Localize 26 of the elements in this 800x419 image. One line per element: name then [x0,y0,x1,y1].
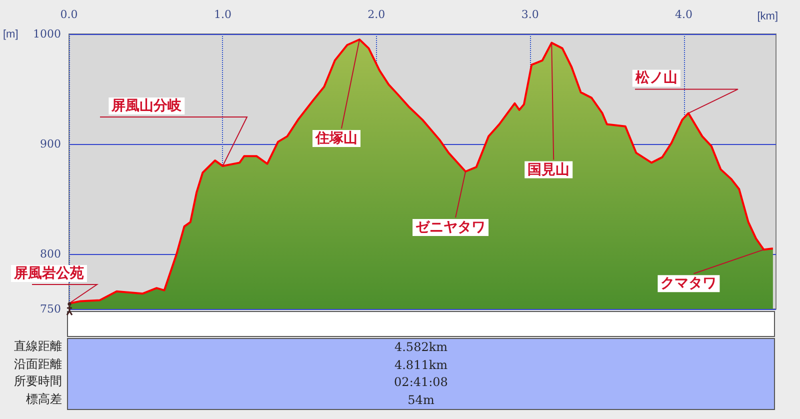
x-tick-label: 3.0 [521,8,539,21]
x-tick-label: 0.0 [60,8,78,21]
text: 54m [406,392,436,408]
annotation: 住塚山 [314,130,358,146]
annotation: クマタワ [660,276,717,292]
text: 所要時間 [13,373,62,390]
annotation: 屏風山分岐 [110,98,183,114]
annotation: 屏風岩公苑 [13,266,84,282]
y-tick-label: 800 [40,248,61,260]
x-tick-label: 2.0 [368,8,386,21]
y-tick-label: 1000 [33,28,61,40]
annotation: 国見山 [528,162,570,178]
y-tick-label: 900 [40,138,61,150]
text: 直線距離 [13,338,62,355]
annotation: ゼニヤタワ [416,220,486,236]
y-axis-title: [m] [3,28,18,40]
text: 標高差 [25,390,62,408]
y-tick-label: 750 [40,302,61,316]
annotation: 松ノ山 [634,70,678,86]
text: 4.811km [393,356,448,374]
x-axis-title: [km] [757,10,778,22]
x-tick-label: 1.0 [214,8,232,21]
x-tick-label: 4.0 [675,8,693,21]
text: 02:41:08 [393,374,449,391]
text: 沿面距離 [13,356,62,372]
text: 4.582km [393,339,448,356]
